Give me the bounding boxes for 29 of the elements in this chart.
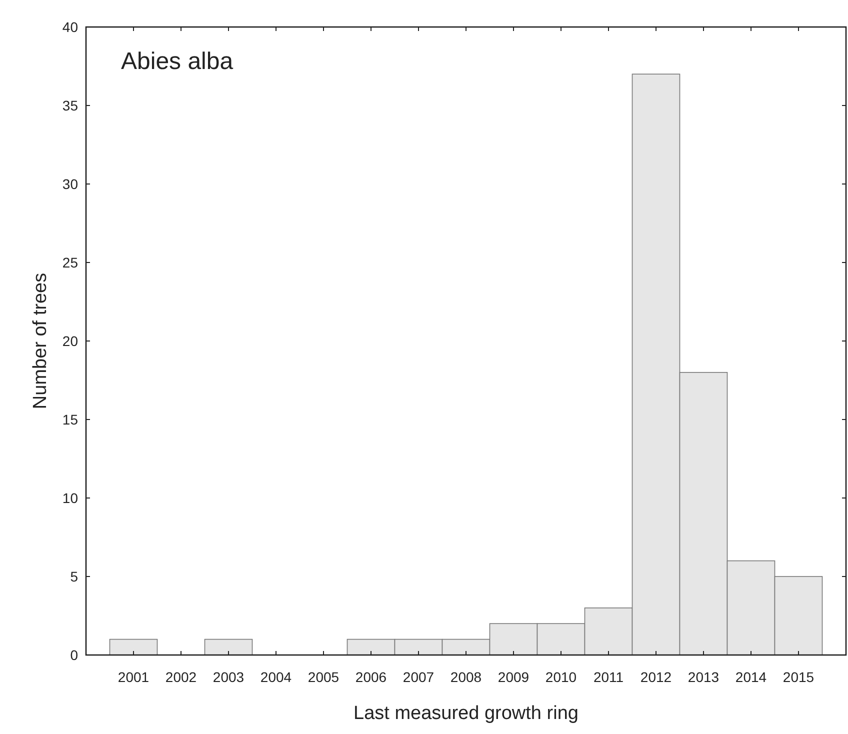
x-axis-title: Last measured growth ring [354, 703, 578, 724]
x-tick-label: 2001 [118, 669, 150, 685]
y-tick-label: 0 [70, 646, 78, 663]
x-tick-label: 2005 [308, 669, 340, 685]
x-tick-label: 2006 [355, 669, 387, 685]
y-tick-label: 5 [70, 568, 78, 584]
y-tick-label: 10 [62, 490, 78, 506]
x-tick-label: 2011 [593, 669, 624, 685]
x-tick-label: 2014 [735, 669, 767, 685]
x-tick-label: 2015 [782, 669, 814, 685]
bar [204, 638, 253, 656]
y-tick-label: 35 [62, 97, 78, 114]
x-tick-label: 2012 [640, 669, 672, 685]
y-tick-label: 20 [62, 332, 78, 349]
y-axis-title: Number of trees [30, 272, 51, 410]
y-tick-label: 40 [62, 18, 78, 35]
x-tick-label: 2007 [402, 669, 434, 685]
y-tick-label: 30 [62, 176, 78, 192]
x-tick-label: 2003 [212, 669, 244, 685]
x-tick-label: 2010 [545, 669, 577, 685]
text: Abies alba [121, 48, 234, 75]
bar [109, 638, 158, 656]
y-tick-label: 15 [62, 411, 78, 428]
x-tick-label: 2002 [165, 669, 197, 685]
x-tick-label: 2013 [688, 669, 720, 685]
x-tick-label: 2004 [260, 669, 292, 685]
y-tick-label: 25 [62, 254, 78, 270]
x-tick-label: 2009 [498, 669, 530, 685]
x-tick-label: 2008 [450, 669, 482, 685]
